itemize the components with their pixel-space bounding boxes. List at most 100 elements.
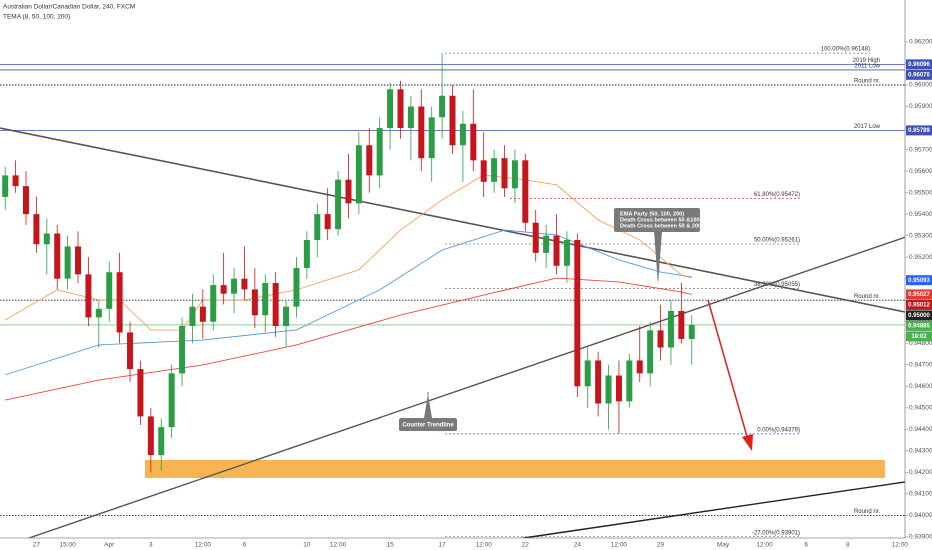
indicator-line [5, 229, 692, 376]
candle-body [667, 310, 674, 348]
candle-body [376, 128, 383, 176]
candle-body [75, 246, 82, 275]
candle-body [439, 95, 446, 118]
candle-body [314, 214, 321, 240]
callout-box [399, 418, 457, 431]
arrow-shaft [707, 299, 749, 441]
candle-body [95, 308, 102, 318]
y-tick-label: 0.94300 [909, 448, 932, 455]
x-axis-panel [0, 538, 932, 550]
candle-body [137, 369, 144, 417]
x-tick-label: 6 [243, 542, 247, 549]
candle-body [179, 326, 186, 374]
fib-label: 61.80%(0.95472) [754, 192, 800, 198]
y-tick-label: 0.94500 [909, 405, 932, 412]
price-tag-label: 0.94885 [908, 323, 930, 329]
candle-body [511, 160, 518, 189]
candle-body [428, 117, 435, 159]
candle-body [574, 239, 581, 387]
y-tick-label: 0.94600 [909, 383, 932, 390]
callout-text: Counter Trendline [402, 423, 454, 429]
y-tick-label: 0.96000 [909, 82, 932, 89]
price-tag-label: 0.95000 [908, 313, 930, 319]
y-tick-label: 0.94700 [909, 361, 932, 368]
candle-body [127, 332, 134, 370]
candle-body [262, 282, 269, 316]
y-tick-label: 0.94800 [909, 340, 932, 347]
candle-body [231, 278, 238, 294]
candle-body [563, 239, 570, 266]
price-tag [906, 275, 932, 286]
y-tick-label: 0.94400 [909, 426, 932, 433]
candle-body [647, 330, 654, 374]
candle-body [189, 306, 196, 327]
callout-pointer [654, 231, 662, 285]
candle-body [387, 89, 394, 129]
callout-counter: Counter Trendline [399, 392, 457, 431]
price-tag [906, 320, 932, 331]
candle-body [147, 416, 154, 456]
x-tick-label: May [717, 542, 730, 549]
chart-title: Australian Dollar/Canadian Dollar, 240, … [3, 4, 135, 11]
x-tick-label: 6 [804, 542, 808, 549]
candle-body [283, 306, 290, 327]
callout-text: Death Cross between 50 & 200 [620, 223, 701, 229]
candle-body [85, 274, 92, 318]
candle-body [2, 175, 9, 197]
x-tick-label: 29 [657, 542, 665, 549]
candle-body [210, 285, 217, 322]
x-tick-label: 12:00 [476, 542, 493, 549]
callout-ema: EMA Party (50, 100, 200) Death Cross bet… [614, 208, 701, 285]
y-tick-label: 0.94100 [909, 491, 932, 498]
y-tick-label: 0.93900 [909, 534, 932, 541]
level-label: 2011 Low [854, 64, 880, 70]
price-tag [906, 289, 932, 300]
candle-body [355, 145, 362, 204]
fib-label: -27.00%(0.93901) [752, 530, 800, 536]
candle-body [584, 360, 591, 387]
candle-body [626, 360, 633, 402]
candle-body [23, 186, 30, 215]
candle-body [491, 158, 498, 182]
candle-body [501, 158, 508, 189]
lower-trendline [509, 477, 932, 541]
candle-body [12, 175, 19, 187]
candle-body [470, 123, 477, 161]
price-tag-label: 0.95027 [908, 292, 930, 298]
level-label: Round nr. [854, 509, 880, 515]
level-label: Round nr. [854, 294, 880, 300]
level-label: 2017 Low [854, 124, 881, 130]
candle-body [532, 222, 539, 253]
candle-body [54, 233, 61, 279]
candle-body [605, 375, 612, 404]
candle-body [449, 95, 456, 146]
chart-subtitle: TEMA (8, 50, 100, 200) [3, 14, 70, 21]
callout-pointer-head [424, 394, 432, 418]
candle-body [615, 375, 622, 402]
candle-body [678, 310, 685, 339]
candle-body [64, 246, 71, 279]
price-tag-label: 0.95012 [908, 302, 930, 308]
y-tick-label: 0.96200 [909, 39, 932, 46]
x-tick-label: 8 [846, 542, 850, 549]
x-tick-label: 12:00 [611, 542, 628, 549]
y-axis-panel [905, 0, 932, 550]
x-tick-label: 22 [522, 542, 530, 549]
candle-body [251, 289, 258, 316]
down-trendline [0, 127, 906, 313]
candle-body [220, 285, 227, 294]
candle-body [418, 106, 425, 159]
x-tick-label: 12:00 [892, 542, 909, 549]
callout-text: EMA Party (50, 100, 200) [620, 211, 684, 217]
candle-body [522, 160, 529, 223]
candle-body [335, 179, 342, 230]
candle-body [33, 214, 40, 245]
candle-body [459, 123, 466, 146]
support-zone [145, 460, 885, 478]
x-tick-label: 15 [386, 542, 394, 549]
fib-label: 0.00%(0.94379) [757, 427, 800, 433]
y-tick-label: 0.95900 [909, 103, 932, 110]
level-label: Round nr. [854, 79, 880, 85]
